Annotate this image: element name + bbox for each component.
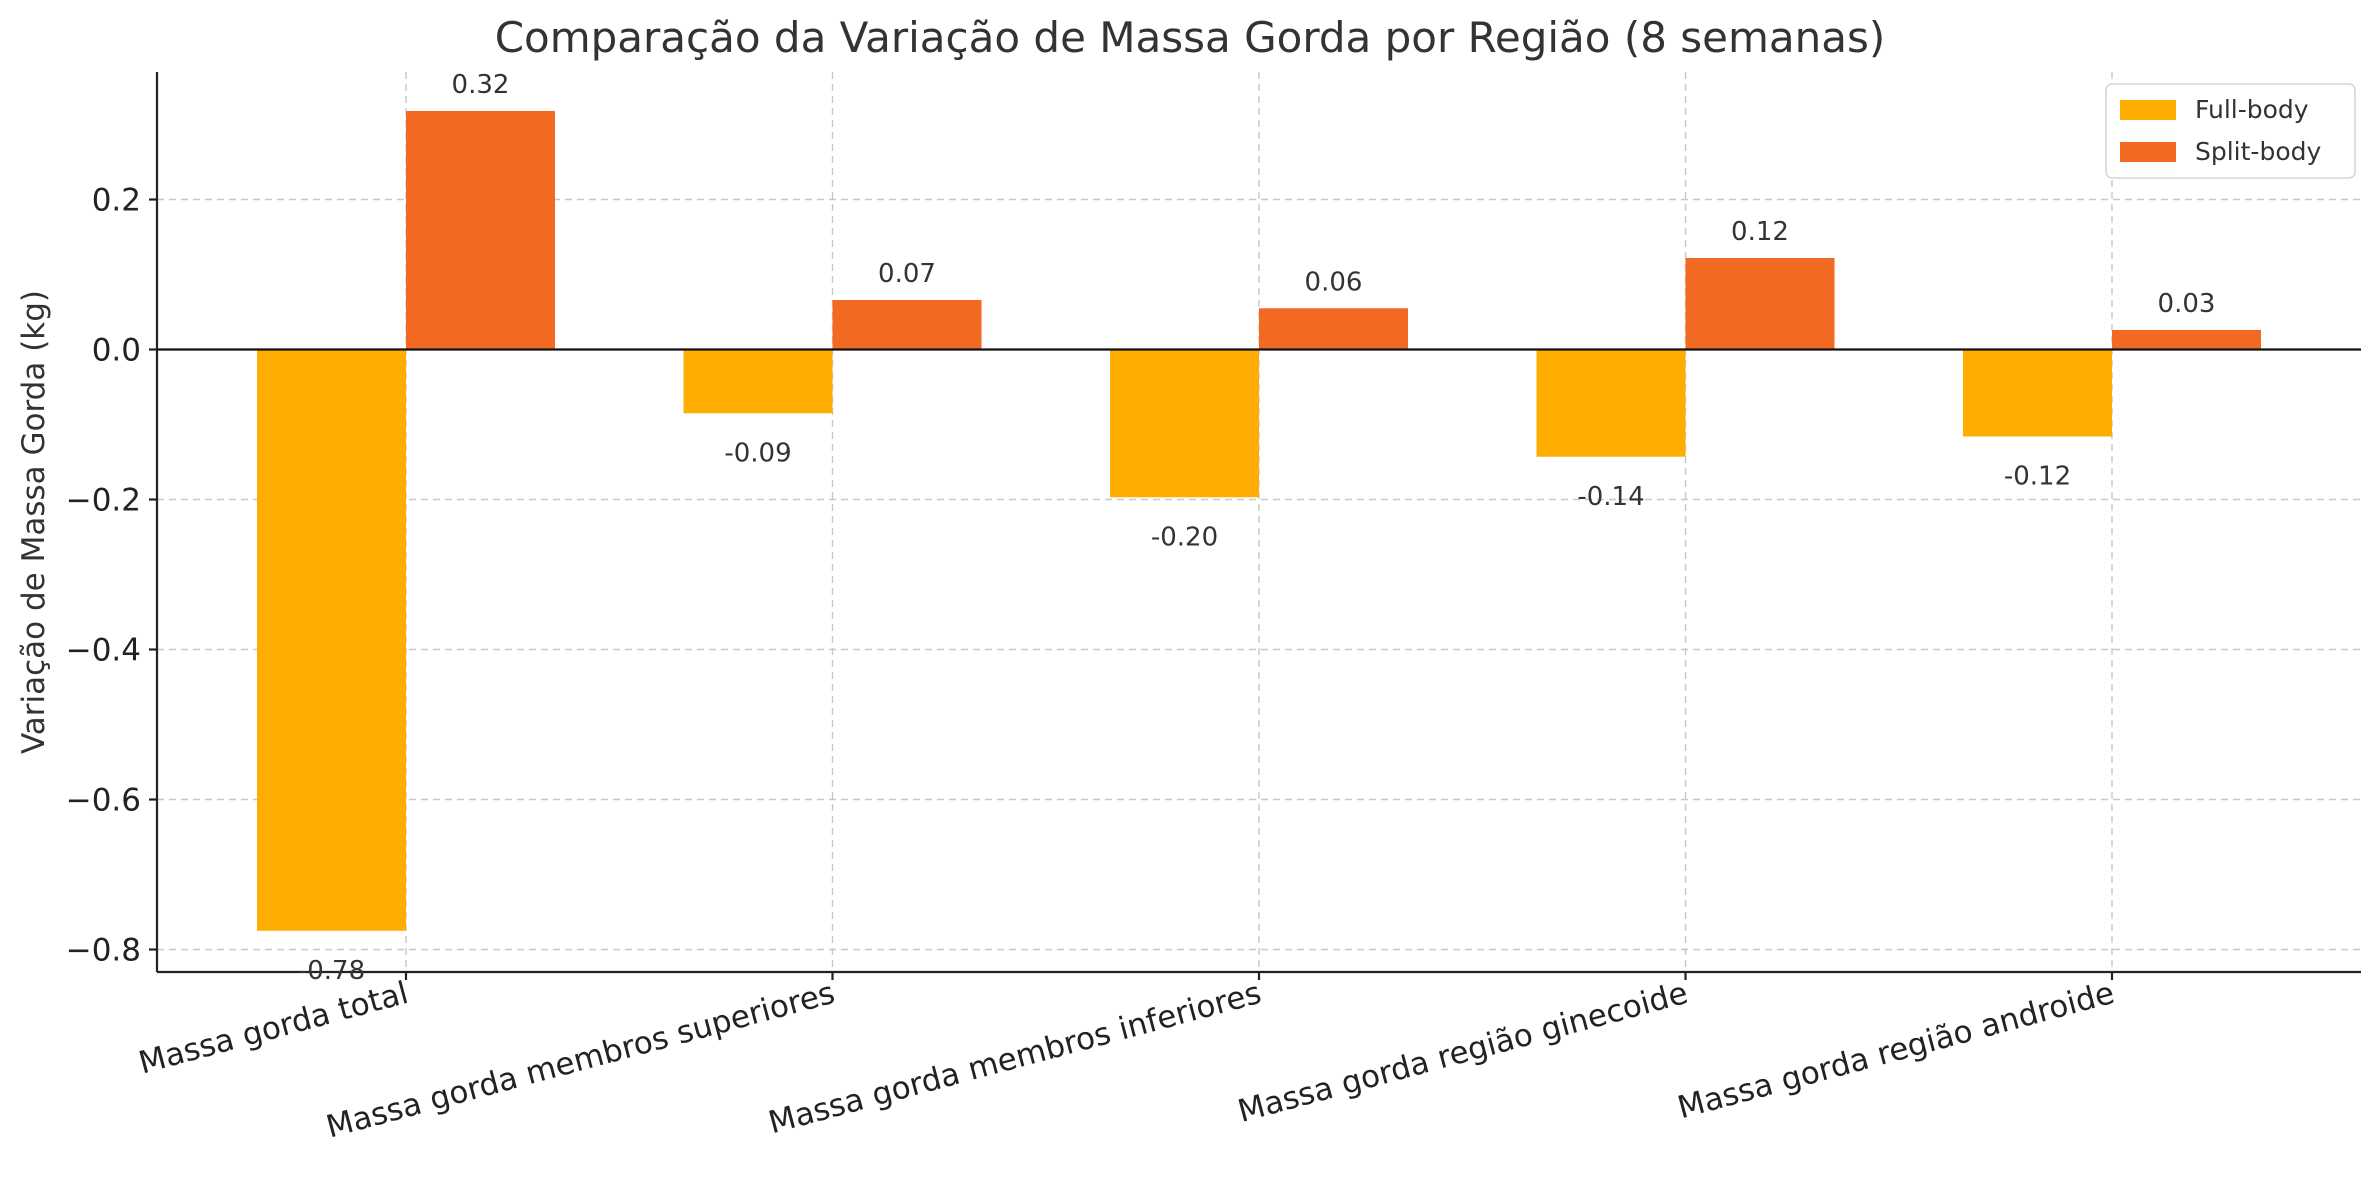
bar-value-label: 0.12 <box>1731 217 1789 247</box>
bar-value-label: 0.06 <box>1305 267 1363 297</box>
bar-split-body <box>406 111 555 350</box>
legend-swatch <box>2120 100 2176 120</box>
bar-full-body <box>1110 349 1259 498</box>
bar-value-label: 0.07 <box>878 259 936 289</box>
bar-full-body <box>257 349 406 931</box>
bar-split-body <box>2112 330 2261 350</box>
x-tick-label: Massa gorda membros inferiores <box>765 975 1265 1141</box>
legend: Full-body Split-body <box>2105 83 2356 179</box>
bar-value-label: -0.20 <box>1151 522 1218 552</box>
y-tick-label: 0.0 <box>92 333 141 369</box>
bar-full-body <box>1536 349 1686 457</box>
y-tick-label: −0.4 <box>66 633 141 669</box>
legend-label: Full-body <box>2195 95 2309 124</box>
bar-full-body <box>1963 349 2112 437</box>
chart-title: Comparação da Variação de Massa Gorda po… <box>495 13 1886 62</box>
bar-value-label: -0.12 <box>2004 462 2071 492</box>
legend-swatch <box>2120 142 2176 162</box>
bar-value-label: -0.14 <box>1577 482 1644 512</box>
data-labels: -0.78 -0.09 -0.20 -0.14 -0.12 0.32 0.07 0.06 0.1… <box>298 70 2216 986</box>
y-axis-label: Variação de Massa Gorda (kg) <box>16 290 52 754</box>
bar-value-label: 0.03 <box>2158 289 2216 319</box>
bar-full-body <box>683 349 833 414</box>
x-tick-label: Massa gorda região androide <box>1674 975 2118 1126</box>
x-tick-label: Massa gorda total <box>135 975 412 1082</box>
x-tick-label: Massa gorda região ginecoide <box>1234 975 1691 1130</box>
bar-value-label: -0.09 <box>724 438 791 468</box>
legend-label: Split-body <box>2195 137 2321 166</box>
bar-split-body <box>1259 308 1408 350</box>
bar-split-body <box>832 300 982 350</box>
bar-value-label: 0.32 <box>452 70 510 100</box>
y-tick-label: −0.8 <box>66 933 141 969</box>
y-tick-label: −0.2 <box>66 483 141 519</box>
bars <box>257 111 2261 931</box>
bar-value-label: -0.78 <box>298 956 365 986</box>
bar-split-body <box>1685 258 1835 350</box>
y-tick-label: −0.6 <box>66 783 141 819</box>
y-tick-label: 0.2 <box>92 183 141 219</box>
axes <box>149 72 2361 980</box>
